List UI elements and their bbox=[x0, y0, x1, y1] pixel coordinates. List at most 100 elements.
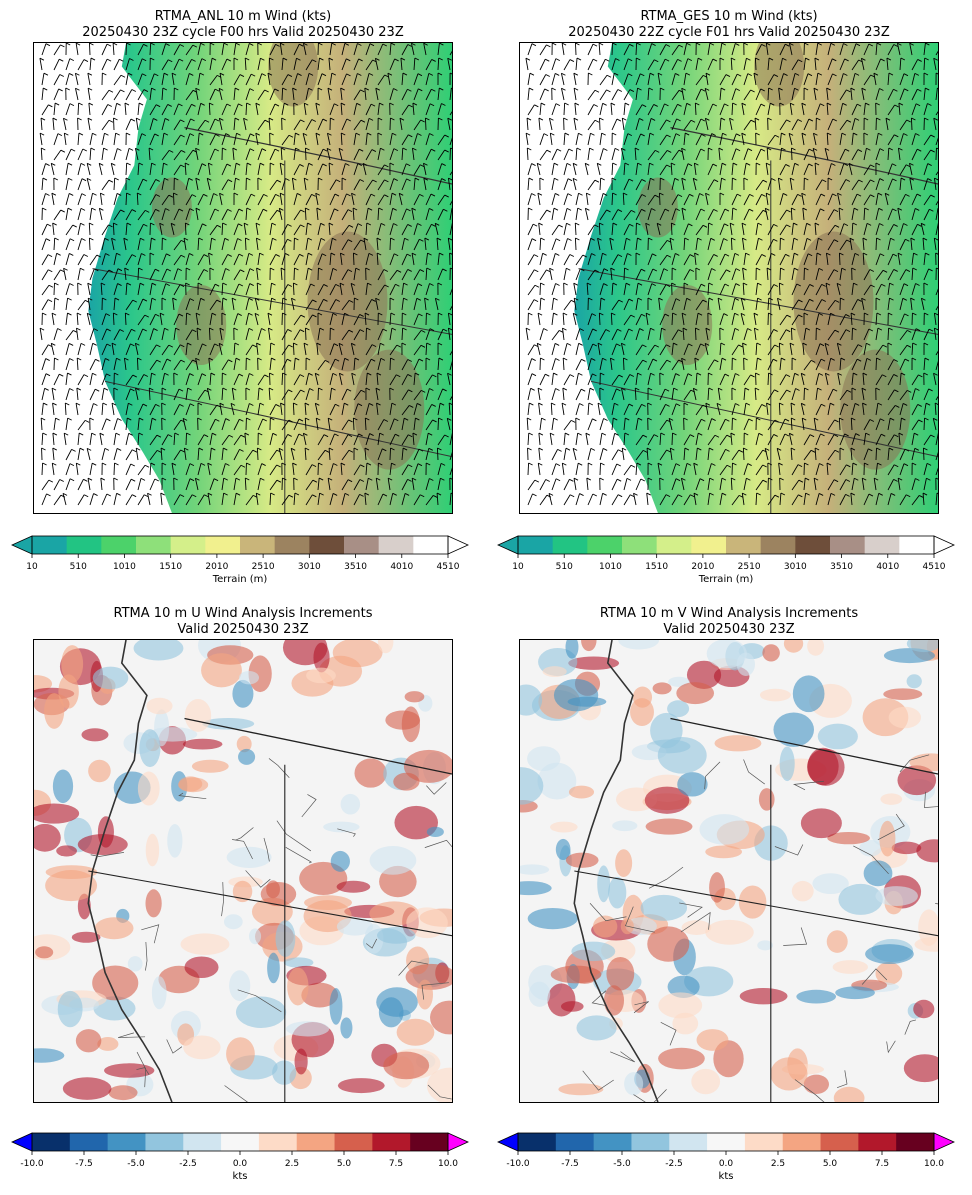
increment-colorbar-left: -10.0 -7.5 -5.0 -2.5 0.0 2.5 5.0 7.5 10.0 kts bbox=[10, 1129, 470, 1189]
increment-tick-label-6: 5.0 bbox=[823, 1159, 838, 1169]
u-increment-map bbox=[33, 639, 453, 1103]
terrain-tick-label-3: 1510 bbox=[645, 562, 668, 572]
terrain-tick-label-8: 4010 bbox=[390, 562, 413, 572]
terrain-swatch-6 bbox=[726, 536, 762, 554]
terrain-tick-label-3: 1510 bbox=[159, 562, 182, 572]
coastline bbox=[87, 640, 173, 1102]
increment-swatch-7 bbox=[296, 1133, 336, 1151]
increment-swatch-4 bbox=[669, 1133, 708, 1151]
terrain-swatch-5 bbox=[205, 536, 241, 554]
increment-swatch-6 bbox=[744, 1133, 784, 1151]
mountain-terrain-4 bbox=[176, 285, 227, 365]
increment-colorbar-left-label: kts bbox=[232, 1171, 248, 1182]
terrain-swatch-1 bbox=[66, 536, 102, 554]
county-borders bbox=[582, 754, 938, 1102]
increment-colorbar-left-svg: -10.0 -7.5 -5.0 -2.5 0.0 2.5 5.0 7.5 10.0 bbox=[11, 1132, 469, 1169]
increment-colorbar-right-svg: -10.0 -7.5 -5.0 -2.5 0.0 2.5 5.0 7.5 10.0 bbox=[497, 1132, 955, 1169]
state-border bbox=[574, 870, 938, 937]
increment-tick-label-3: -2.5 bbox=[179, 1159, 197, 1169]
increment-swatch-1 bbox=[69, 1133, 109, 1151]
terrain-swatch-9 bbox=[830, 536, 866, 554]
terrain-swatch-6 bbox=[240, 536, 276, 554]
increment-swatch-3 bbox=[145, 1133, 184, 1151]
increment-swatch-9 bbox=[372, 1133, 411, 1151]
increment-swatch-9 bbox=[858, 1133, 897, 1151]
terrain-map-anl-svg bbox=[34, 43, 452, 513]
terrain-colorbar-over-arrow bbox=[447, 535, 469, 555]
panel-title-v-line2: Valid 20250430 23Z bbox=[663, 622, 795, 637]
terrain-tick-label-1: 510 bbox=[70, 562, 87, 572]
terrain-tick-label-7: 3510 bbox=[344, 562, 367, 572]
terrain-colorbar-under-arrow bbox=[497, 535, 519, 555]
increment-tick-label-1: -7.5 bbox=[75, 1159, 93, 1169]
terrain-tick-label-9: 4510 bbox=[437, 562, 460, 572]
terrain-colorbar-left-label: Terrain (m) bbox=[212, 574, 268, 585]
increment-swatch-5 bbox=[221, 1133, 260, 1151]
terrain-swatch-0 bbox=[518, 536, 554, 554]
increment-swatch-2 bbox=[107, 1133, 146, 1151]
increment-swatch-1 bbox=[555, 1133, 595, 1151]
terrain-tick-label-7: 3510 bbox=[830, 562, 853, 572]
state-border bbox=[590, 380, 938, 458]
terrain-colorbar-frame bbox=[31, 535, 449, 555]
increment-tick-label-5: 2.5 bbox=[771, 1159, 785, 1169]
terrain-swatch-9 bbox=[344, 536, 380, 554]
panel-title-ges-line1: RTMA_GES 10 m Wind (kts) bbox=[640, 9, 818, 24]
wind-barbs bbox=[39, 43, 452, 506]
increment-tick-label-7: 7.5 bbox=[875, 1159, 889, 1169]
wind-barbs bbox=[525, 43, 938, 506]
panel-title-anl: RTMA_ANL 10 m Wind (kts) 20250430 23Z cy… bbox=[33, 9, 453, 41]
v-increment-map-svg bbox=[520, 640, 938, 1102]
state-border bbox=[104, 380, 452, 458]
increment-tick-label-0: -10.0 bbox=[20, 1159, 44, 1169]
terrain-tick-label-4: 2010 bbox=[205, 562, 228, 572]
terrain-swatch-1 bbox=[552, 536, 588, 554]
panel-title-v-line1: RTMA 10 m V Wind Analysis Increments bbox=[599, 606, 859, 621]
terrain-colorbar-under-arrow bbox=[11, 535, 33, 555]
mountain-terrain-4 bbox=[662, 285, 713, 365]
terrain-swatch-2 bbox=[587, 536, 623, 554]
mountain-terrain-2 bbox=[268, 43, 319, 107]
increment-swatch-3 bbox=[631, 1133, 670, 1151]
terrain-swatch-2 bbox=[101, 536, 137, 554]
terrain-swatch-7 bbox=[274, 536, 310, 554]
increment-swatch-4 bbox=[183, 1133, 222, 1151]
international-border bbox=[670, 717, 938, 775]
terrain-tick-label-9: 4510 bbox=[923, 562, 946, 572]
international-border bbox=[670, 127, 938, 185]
terrain-tick-label-2: 1010 bbox=[599, 562, 622, 572]
terrain-tick-label-6: 3010 bbox=[298, 562, 321, 572]
terrain-swatch-8 bbox=[795, 536, 831, 554]
increment-tick-label-4: 0.0 bbox=[719, 1159, 734, 1169]
increment-tick-label-2: -5.0 bbox=[613, 1159, 631, 1169]
mountain-terrain-1 bbox=[840, 349, 911, 470]
terrain-swatch-4 bbox=[656, 536, 692, 554]
coastline bbox=[573, 640, 659, 1102]
increment-swatch-5 bbox=[707, 1133, 746, 1151]
terrain-tick-label-4: 2010 bbox=[691, 562, 714, 572]
increment-swatch-7 bbox=[782, 1133, 822, 1151]
terrain-tick-label-5: 2510 bbox=[738, 562, 761, 572]
terrain-tick-label-6: 3010 bbox=[784, 562, 807, 572]
state-border bbox=[92, 268, 452, 335]
terrain-tick-label-0: 10 bbox=[512, 562, 524, 572]
increment-tick-label-2: -5.0 bbox=[127, 1159, 145, 1169]
increment-tick-label-6: 5.0 bbox=[337, 1159, 352, 1169]
panel-title-v-increment: RTMA 10 m V Wind Analysis Increments Val… bbox=[519, 606, 939, 638]
panel-title-anl-line1: RTMA_ANL 10 m Wind (kts) bbox=[154, 9, 332, 24]
terrain-wind-map-anl bbox=[33, 42, 453, 514]
terrain-tick-label-8: 4010 bbox=[876, 562, 899, 572]
increment-colorbar-over-arrow bbox=[933, 1132, 955, 1152]
panel-title-u-increment: RTMA 10 m U Wind Analysis Increments Val… bbox=[33, 606, 453, 638]
increment-tick-label-7: 7.5 bbox=[389, 1159, 403, 1169]
increment-colorbar-swatches bbox=[518, 1133, 935, 1151]
increment-colorbar-swatches bbox=[32, 1133, 449, 1151]
mountain-terrain-3 bbox=[151, 177, 192, 238]
increment-swatch-8 bbox=[334, 1133, 373, 1151]
panel-title-u-line2: Valid 20250430 23Z bbox=[177, 622, 309, 637]
panel-title-ges: RTMA_GES 10 m Wind (kts) 20250430 22Z cy… bbox=[519, 9, 939, 41]
